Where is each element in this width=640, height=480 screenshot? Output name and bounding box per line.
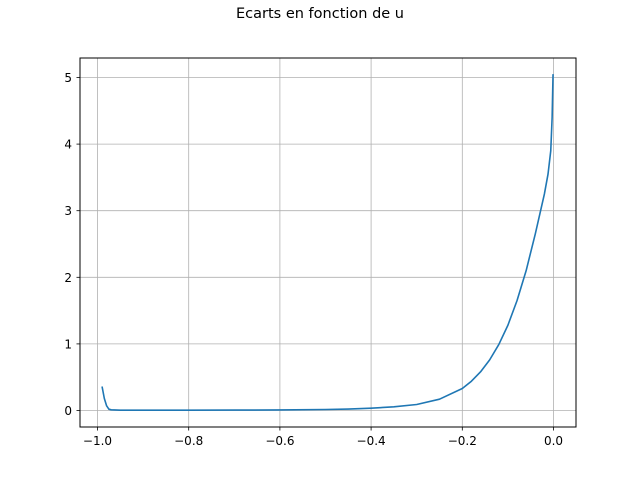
x-tick-label: −0.4 [357, 434, 386, 448]
x-tick-label: 0.0 [544, 434, 563, 448]
grid [80, 58, 576, 427]
x-tick-label: −0.2 [448, 434, 477, 448]
x-axis: −1.0 −0.8 −0.6 −0.4 −0.2 0.0 [83, 427, 563, 448]
y-tick-label: 2 [64, 271, 72, 285]
y-tick-label: 0 [64, 404, 72, 418]
series-line [101, 74, 554, 411]
chart-title: Ecarts en fonction de u [236, 6, 404, 22]
x-tick-label: −0.8 [174, 434, 203, 448]
y-tick-label: 5 [64, 71, 72, 85]
x-tick-label: −0.6 [265, 434, 294, 448]
series-layer [101, 74, 554, 411]
plot-frame [79, 57, 577, 428]
y-tick-label: 3 [64, 204, 72, 218]
y-tick-label: 4 [64, 138, 72, 152]
x-tick-label: −1.0 [83, 434, 112, 448]
y-tick-label: 1 [64, 337, 72, 351]
y-axis: 0 1 2 3 4 5 [64, 71, 80, 418]
